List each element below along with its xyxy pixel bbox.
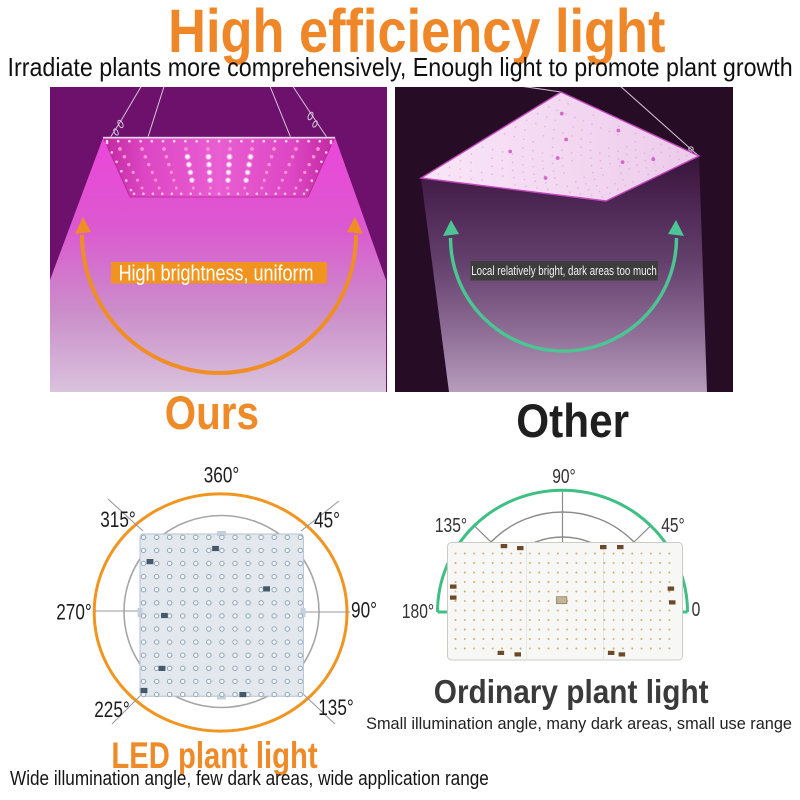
- svg-text:270°: 270°: [56, 601, 91, 626]
- svg-text:225°: 225°: [94, 698, 129, 723]
- svg-text:45°: 45°: [661, 514, 685, 536]
- svg-text:90°: 90°: [351, 599, 377, 624]
- svg-text:315°: 315°: [100, 508, 135, 533]
- svg-text:High brightness, uniform: High brightness, uniform: [119, 262, 314, 286]
- svg-text:Local relatively bright, dark: Local relatively bright, dark areas too …: [471, 265, 657, 278]
- svg-text:90°: 90°: [552, 465, 576, 487]
- svg-text:360°: 360°: [204, 464, 239, 489]
- svg-text:45°: 45°: [314, 509, 340, 534]
- svg-text:135°: 135°: [435, 514, 467, 536]
- svg-text:0: 0: [692, 598, 701, 620]
- svg-text:180°: 180°: [402, 600, 434, 622]
- svg-text:135°: 135°: [318, 696, 353, 721]
